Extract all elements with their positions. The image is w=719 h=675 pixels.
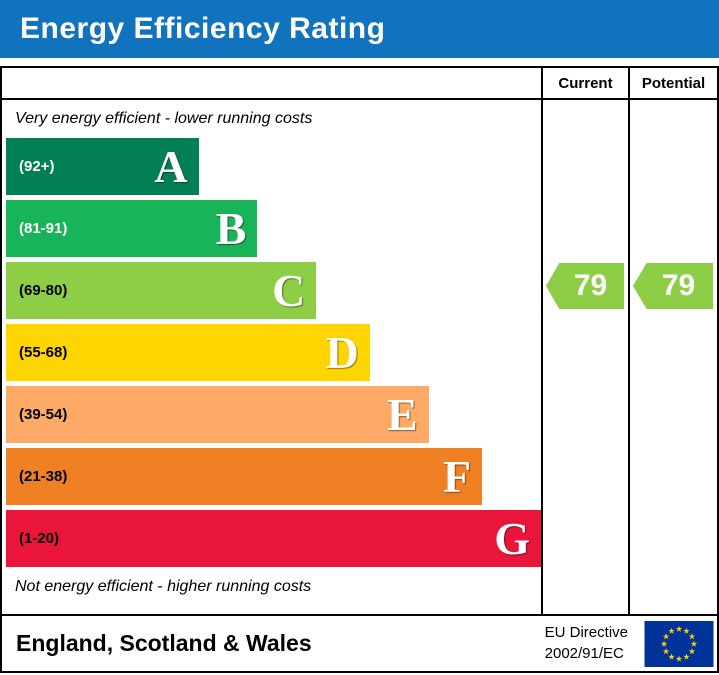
footer: England, Scotland & Wales EU Directive 2… — [0, 616, 719, 673]
band-letter: A — [154, 140, 188, 192]
band-row-a: (92+) A — [6, 138, 541, 195]
band-row-c: (69-80) C — [6, 262, 541, 319]
band-bar-b: (81-91) B — [6, 200, 258, 257]
band-row-e: (39-54) E — [6, 386, 541, 443]
band-range-label: (55-68) — [19, 344, 68, 361]
current-column-header: Current — [541, 68, 628, 100]
current-rating-value: 79 — [573, 269, 608, 302]
band-range-label: (92+) — [19, 158, 55, 175]
band-row-f: (21-38) F — [6, 448, 541, 505]
header-banner: Energy Efficiency Rating — [0, 0, 719, 58]
potential-column-header: Potential — [628, 68, 717, 100]
band-bar-g: (1-20) G — [6, 510, 541, 567]
band-letter: B — [215, 202, 247, 254]
band-range-label: (69-80) — [19, 282, 68, 299]
band-row-g: (1-20) G — [6, 510, 541, 567]
band-letter: F — [443, 450, 472, 502]
band-row-d: (55-68) D — [6, 324, 541, 381]
band-bar-a: (92+) A — [6, 138, 199, 195]
bottom-scale-note: Not energy efficient - higher running co… — [15, 578, 312, 595]
band-bar-f: (21-38) F — [6, 448, 483, 505]
band-bar-e: (39-54) E — [6, 386, 429, 443]
potential-rating-cell: 79 — [628, 100, 717, 614]
band-letter: G — [494, 512, 530, 564]
eu-directive-text: EU Directive 2002/91/EC — [545, 623, 628, 664]
footer-directive-group: EU Directive 2002/91/EC — [545, 620, 717, 667]
eu-directive-line2: 2002/91/EC — [544, 644, 624, 662]
rating-bars-area: Very energy efficient - lower running co… — [2, 100, 541, 614]
potential-rating-value: 79 — [661, 269, 696, 302]
current-rating-arrow: 79 — [546, 263, 624, 309]
band-row-b: (81-91) B — [6, 200, 541, 257]
energy-rating-chart: Current Potential Very energy efficient … — [0, 66, 719, 616]
band-letter: C — [272, 264, 306, 316]
band-bar-c: (69-80) C — [6, 262, 317, 319]
chart-corner-cell — [2, 68, 541, 100]
eu-flag-icon — [644, 620, 714, 667]
potential-rating-arrow: 79 — [633, 263, 713, 309]
band-range-label: (21-38) — [19, 468, 68, 485]
band-bar-d: (55-68) D — [6, 324, 370, 381]
top-scale-note: Very energy efficient - lower running co… — [15, 110, 313, 127]
band-range-label: (1-20) — [19, 530, 60, 547]
band-range-label: (39-54) — [19, 406, 68, 423]
band-range-label: (81-91) — [19, 220, 68, 237]
band-letter: D — [325, 326, 359, 378]
eu-directive-line1: EU Directive — [544, 624, 628, 642]
current-rating-cell: 79 — [541, 100, 628, 614]
footer-region-label: England, Scotland & Wales — [16, 630, 312, 656]
band-letter: E — [386, 388, 418, 440]
page-title: Energy Efficiency Rating — [20, 12, 386, 45]
